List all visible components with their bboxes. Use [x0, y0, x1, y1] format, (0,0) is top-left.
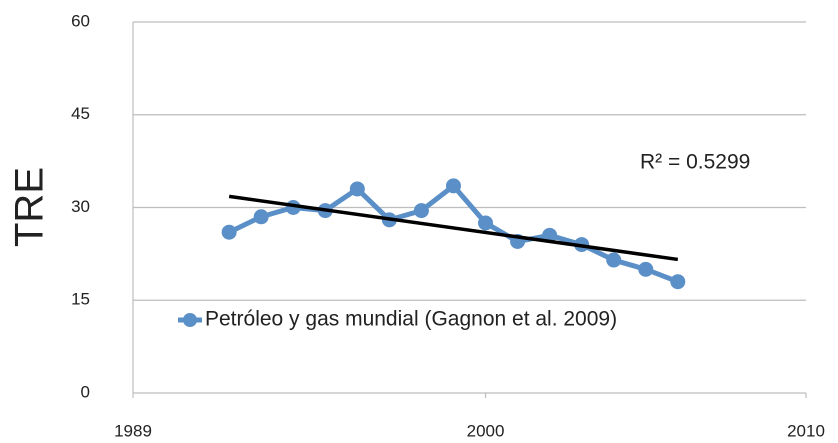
x-tick-label: 2000: [467, 421, 505, 440]
data-point: [638, 261, 654, 277]
y-tick-label: 45: [71, 104, 90, 123]
x-tick-label: 1989: [114, 421, 152, 440]
x-tick-label: 2010: [787, 421, 825, 440]
series-line: [228, 183, 679, 285]
data-point: [253, 209, 269, 225]
trendline: [228, 194, 679, 262]
y-tick-label: 0: [81, 382, 90, 401]
data-point: [413, 203, 429, 219]
data-point: [542, 227, 558, 243]
data-point: [670, 274, 686, 290]
y-tick-label: 15: [71, 290, 90, 309]
annotation: R² = 0.5299: [640, 151, 750, 174]
y-axis-label: TRE: [8, 167, 52, 247]
data-point: [606, 252, 622, 268]
legend-label: Petróleo y gas mundial (Gagnon et al. 20…: [205, 308, 617, 331]
y-tick-label: 60: [71, 11, 90, 30]
data-point: [221, 224, 237, 240]
data-point: [349, 181, 365, 197]
y-tick-label: 30: [71, 197, 90, 216]
data-point: [478, 215, 494, 231]
data-point: [445, 178, 461, 194]
legend-marker: [183, 313, 197, 327]
